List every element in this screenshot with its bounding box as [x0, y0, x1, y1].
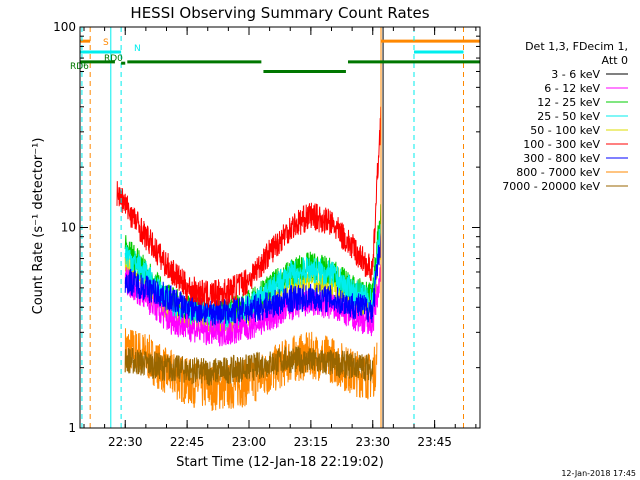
x-tick-label: 23:15 — [294, 435, 329, 449]
series-line — [124, 232, 382, 326]
series-line — [124, 264, 382, 347]
y-axis-label: Count Rate (s⁻¹ detector⁻¹) — [31, 138, 46, 315]
timestamp: 12-Jan-2018 17:45 — [561, 469, 636, 478]
annotation-label: RD0 — [104, 54, 123, 64]
x-tick-label: 22:30 — [108, 435, 143, 449]
series-line — [116, 106, 382, 308]
x-tick-label: 22:45 — [170, 435, 205, 449]
y-tick-label: 10 — [61, 221, 76, 235]
legend-entry-label: 3 - 6 keV — [551, 68, 600, 81]
annotation-label: S — [103, 38, 109, 48]
chart-title: HESSI Observing Summary Count Rates — [130, 4, 429, 22]
x-tick-label: 23:30 — [355, 435, 390, 449]
axes: 22:30 22:45 23:00 23:15 23:30 23:45 1 10 100 — [53, 20, 481, 449]
legend-entry-label: 100 - 300 keV — [523, 138, 600, 151]
legend-entry-label: 25 - 50 keV — [537, 110, 600, 123]
x-axis-label: Start Time (12-Jan-18 22:19:02) — [176, 455, 384, 470]
legend-entry-label: 12 - 25 keV — [537, 96, 600, 109]
x-tick-label: 23:45 — [417, 435, 452, 449]
annotation-label: N — [134, 44, 141, 54]
y-tick-label: 1 — [68, 421, 76, 435]
legend-entry-label: 6 - 12 keV — [544, 82, 600, 95]
legend-entry-label: 50 - 100 keV — [530, 124, 600, 137]
series-line — [124, 346, 374, 386]
legend-header: Det 1,3, FDecim 1, — [525, 40, 628, 53]
legend-entry-label: 7000 - 20000 keV — [502, 180, 600, 193]
legend-entry-label: 800 - 7000 keV — [516, 166, 600, 179]
y-tick-label: 100 — [53, 20, 76, 34]
x-tick-label: 23:00 — [232, 435, 267, 449]
legend-entry-label: 300 - 800 keV — [523, 152, 600, 165]
legend-header: Att 0 — [602, 54, 628, 67]
